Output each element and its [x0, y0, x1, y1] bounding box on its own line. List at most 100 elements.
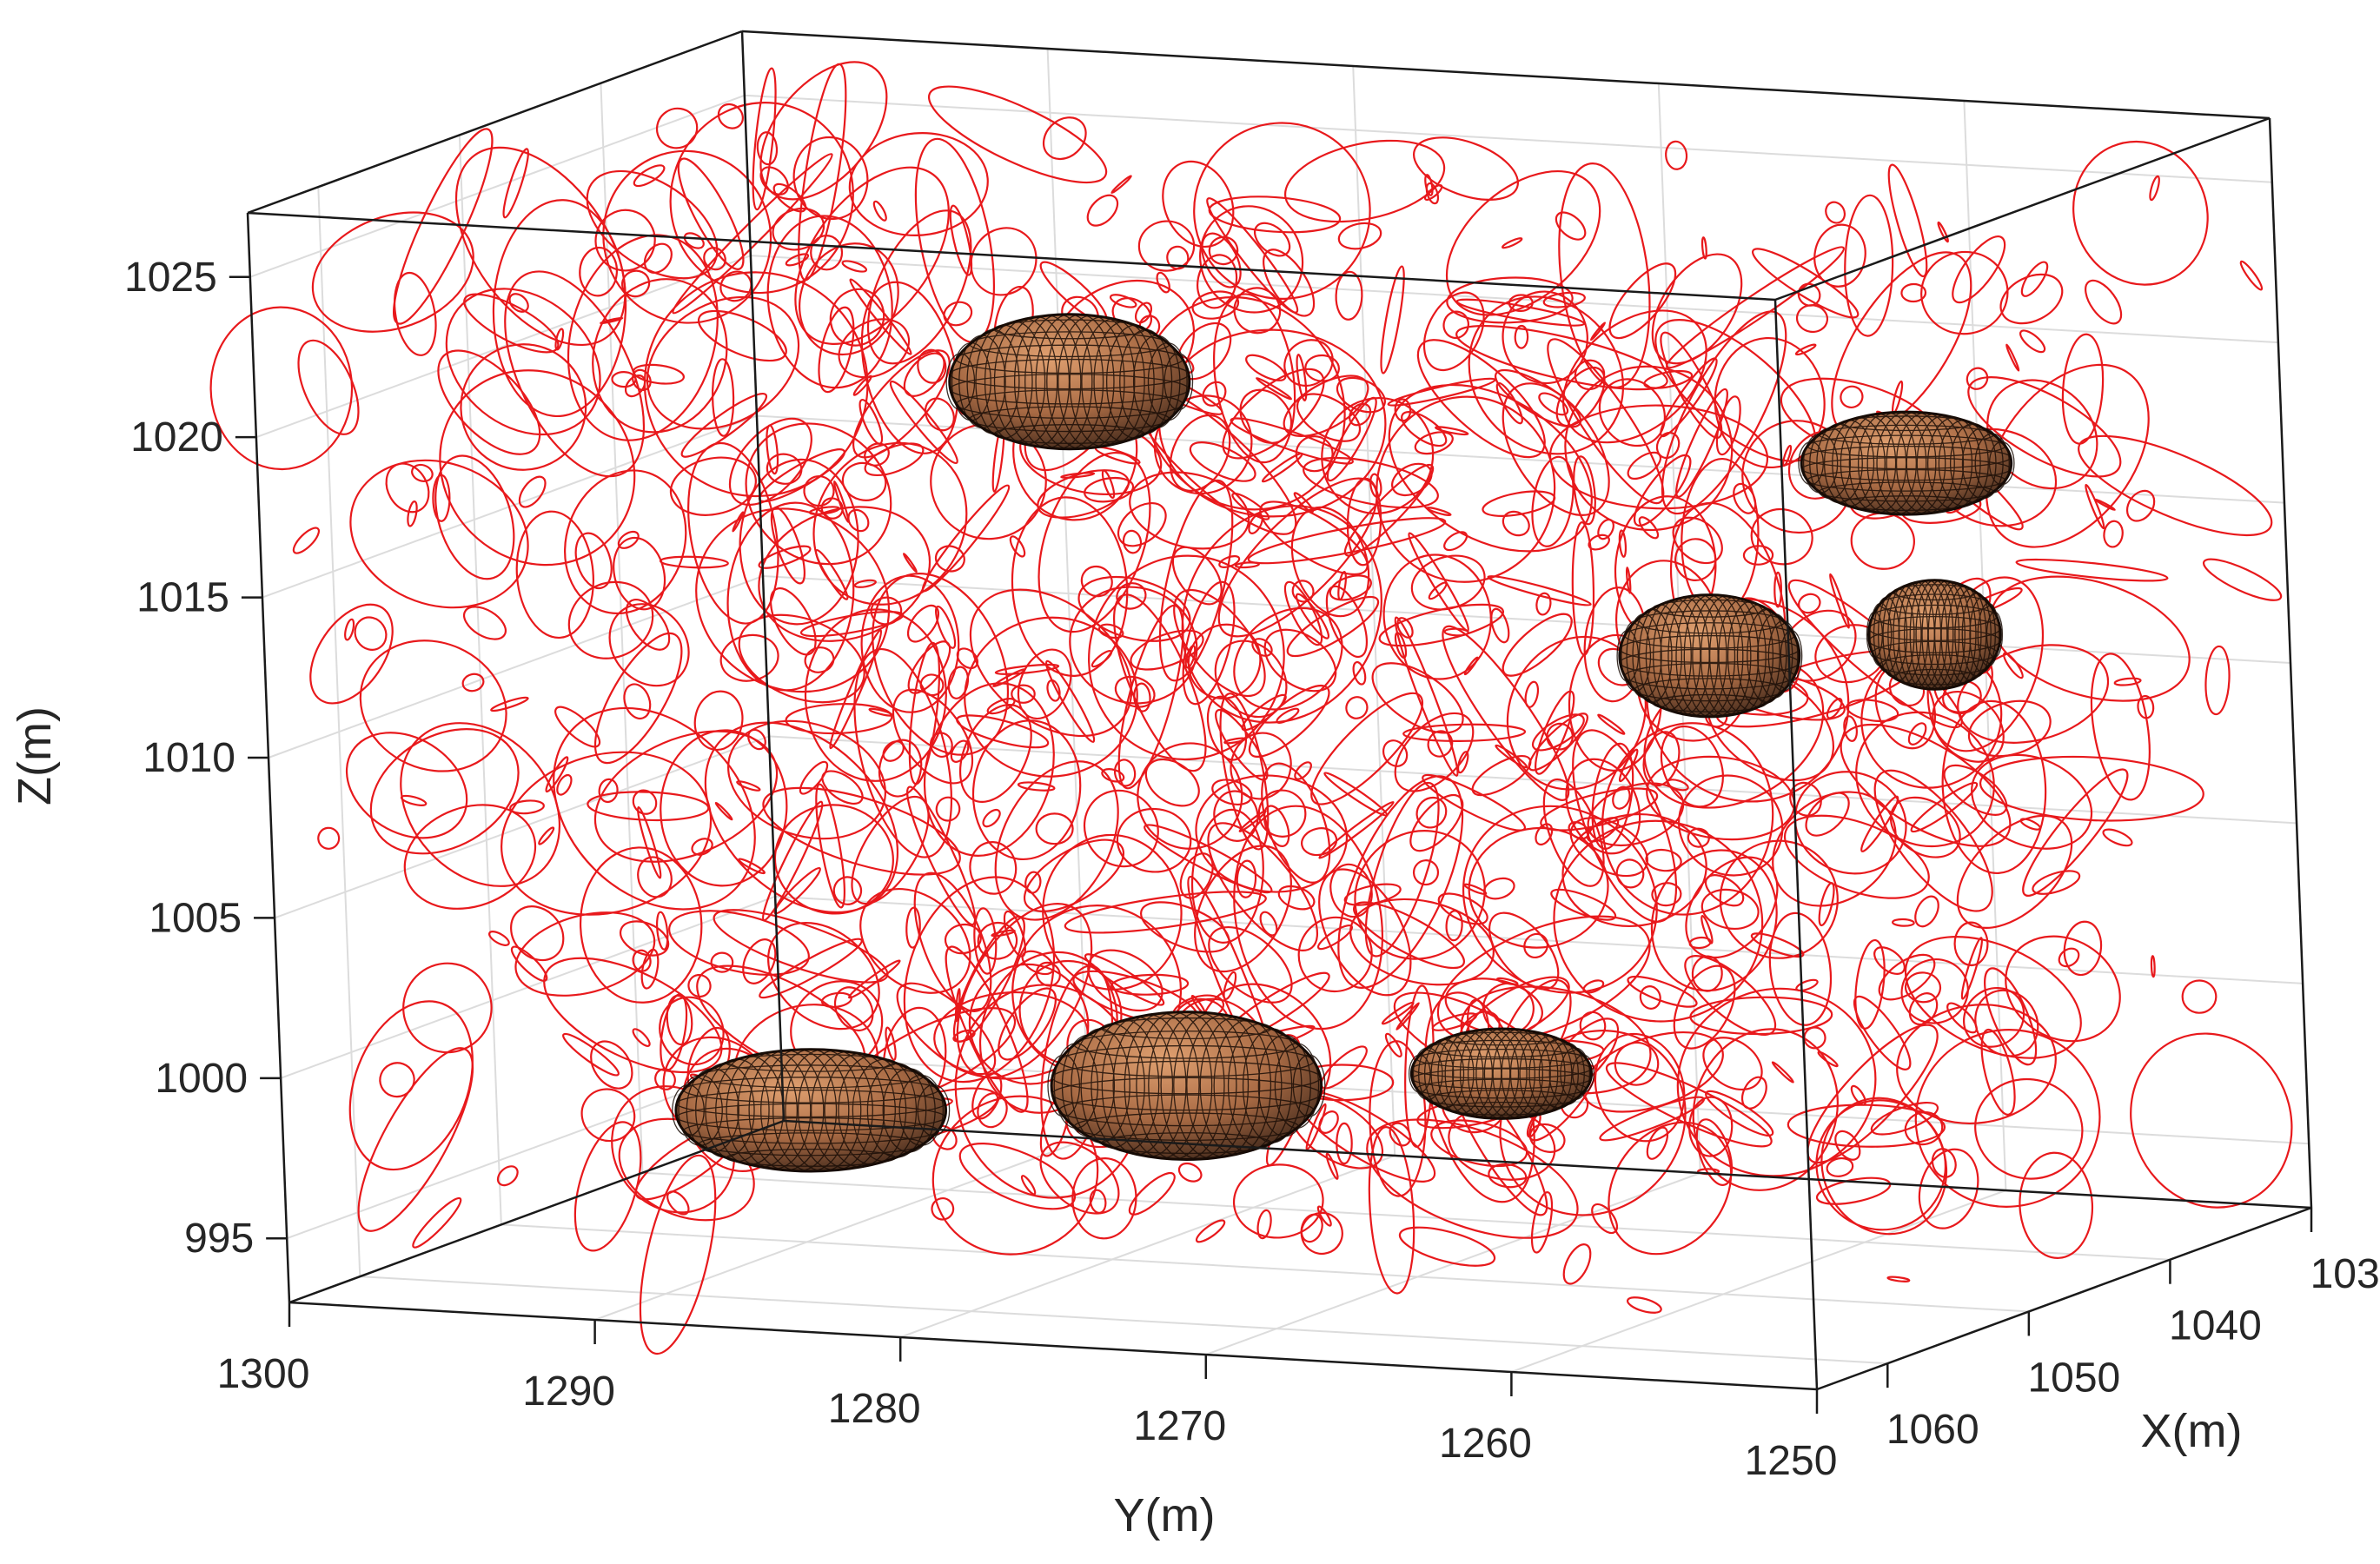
- fracture-ellipse: [1247, 517, 1447, 565]
- ellipsoid-meridian: [898, 1074, 945, 1146]
- ellipsoid-parallel: [1619, 648, 1800, 677]
- fracture-ellipse: [636, 805, 662, 879]
- fracture-ellipse: [691, 838, 713, 856]
- fracture-ellipse: [1900, 282, 1927, 303]
- fracture-ellipse: [1687, 827, 1710, 848]
- fracture-ellipse: [1834, 1130, 1861, 1161]
- fracture-ellipse: [1608, 1121, 1733, 1256]
- fracture-ellipse: [1771, 1061, 1794, 1084]
- fracture-ellipse: [1980, 1028, 2016, 1116]
- fracture-ellipse: [1468, 826, 1609, 949]
- ellipsoid-meridian: [1692, 594, 1744, 718]
- fracture-ellipse: [1109, 294, 1137, 308]
- fracture-ellipse: [1530, 1191, 1554, 1254]
- fracture-ellipse: [1259, 500, 1369, 576]
- fracture-ellipse: [1540, 787, 1659, 832]
- fracture-ellipse: [1042, 833, 1183, 991]
- fracture-ellipse: [632, 363, 686, 385]
- x-tick-label: 1050: [2027, 1355, 2120, 1401]
- fracture-ellipse: [732, 511, 745, 533]
- fracture-ellipse: [766, 424, 779, 475]
- fracture-ellipse: [659, 555, 729, 569]
- fracture-ellipse: [1953, 921, 1989, 967]
- fracture-ellipse: [1878, 953, 1936, 1001]
- fracture-ellipse: [1101, 768, 1125, 783]
- ellipsoid-parallel: [993, 424, 1146, 444]
- ellipsoid-meridian: [1645, 600, 1692, 711]
- fracture-ellipse: [1750, 508, 1813, 566]
- fracture-ellipse: [1254, 222, 1291, 257]
- ellipsoid-meridian: [1160, 1011, 1237, 1160]
- fracture-ellipse: [973, 907, 998, 975]
- fracture-ellipse: [982, 808, 1001, 828]
- fracture-ellipse: [1193, 122, 1371, 301]
- fracture-ellipse: [1213, 293, 1296, 464]
- fracture-ellipse: [935, 796, 961, 822]
- ellipsoid-parallel: [1051, 1060, 1322, 1095]
- ellipsoid-marker: [1409, 1027, 1594, 1120]
- fracture-ellipse: [761, 800, 824, 922]
- fracture-ellipse: [1110, 973, 1190, 996]
- fracture-ellipse: [1158, 479, 1234, 682]
- box-edge: [1816, 1206, 2312, 1391]
- fracture-ellipse: [1523, 932, 1548, 959]
- fracture-ellipse: [2085, 279, 2123, 325]
- fracture-ellipse: [1396, 1002, 1420, 1031]
- fracture-ellipse: [1591, 1203, 1619, 1235]
- fracture-ellipse: [1371, 662, 1464, 734]
- box-edge: [1774, 116, 2271, 302]
- ellipsoid-meridian: [1916, 414, 1973, 512]
- fracture-ellipse: [1169, 414, 1231, 492]
- fracture-ellipse: [654, 1068, 676, 1090]
- fracture-ellipse: [1608, 262, 1677, 340]
- fracture-ellipse: [1873, 769, 1993, 912]
- fracture-ellipse: [510, 945, 548, 982]
- fracture-ellipse: [1547, 338, 1665, 505]
- fracture-ellipse: [1661, 310, 1787, 515]
- fracture-ellipse: [1542, 778, 1605, 887]
- fracture-ellipse: [666, 994, 693, 1046]
- fracture-ellipse: [1660, 725, 1724, 808]
- fracture-ellipse: [1222, 368, 1325, 460]
- fracture-ellipse: [1443, 531, 1468, 552]
- fracture-ellipse: [1660, 357, 1718, 438]
- fracture-ellipse: [439, 369, 636, 567]
- fracture-ellipse: [359, 640, 507, 772]
- fracture-ellipse: [632, 949, 652, 972]
- fracture-ellipse: [1971, 753, 2093, 850]
- fracture-ellipse: [580, 1088, 636, 1143]
- fracture-ellipse: [538, 826, 555, 845]
- fracture-ellipse: [2019, 1151, 2094, 1259]
- ellipsoid-marker: [1798, 410, 2015, 516]
- fracture-ellipse: [935, 605, 957, 649]
- fracture-ellipse: [1064, 891, 1267, 934]
- fracture-ellipse: [919, 673, 945, 697]
- ellipsoid-meridian: [1727, 600, 1774, 711]
- ellipsoid-meridian: [1053, 1043, 1099, 1130]
- fracture-ellipse: [772, 207, 825, 251]
- fracture-ellipse: [1113, 593, 1207, 772]
- fracture-ellipse: [814, 548, 849, 600]
- box-edge: [1773, 299, 1819, 1390]
- fracture-ellipse: [838, 318, 911, 379]
- fracture-ellipse: [2102, 828, 2133, 847]
- ellipsoid-meridian: [1857, 412, 1917, 514]
- fracture-ellipse: [1594, 1032, 1686, 1143]
- fracture-ellipse: [752, 67, 777, 211]
- fracture-ellipse: [2125, 489, 2156, 522]
- ellipsoid-meridian: [1492, 1029, 1544, 1119]
- fracture-ellipse: [2005, 343, 2020, 372]
- z-tick-label: 1010: [143, 735, 235, 781]
- fracture-ellipse: [1826, 1156, 1854, 1177]
- fracture-ellipse: [1531, 713, 1585, 752]
- fracture-ellipse: [1117, 501, 1167, 547]
- fracture-ellipse: [943, 301, 973, 327]
- ellipsoid-meridian: [1667, 595, 1719, 717]
- fracture-ellipse: [518, 475, 547, 508]
- fracture-ellipse: [1844, 194, 1894, 337]
- ellipsoid-meridian: [1616, 629, 1640, 682]
- ellipsoid-meridian: [1475, 1028, 1528, 1120]
- fracture-ellipse: [759, 61, 888, 201]
- fracture-ellipse: [1295, 435, 1334, 473]
